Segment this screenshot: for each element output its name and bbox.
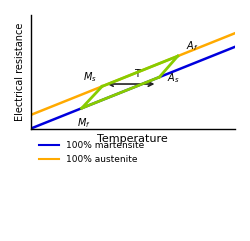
X-axis label: Temperature: Temperature <box>98 134 168 144</box>
Y-axis label: Electrical resistance: Electrical resistance <box>15 23 25 121</box>
Text: $M_s$: $M_s$ <box>83 70 97 84</box>
Text: T: T <box>134 69 140 80</box>
Text: $A_f$: $A_f$ <box>186 39 198 53</box>
Text: $A_s$: $A_s$ <box>168 71 180 85</box>
Legend: 100% martensite, 100% austenite: 100% martensite, 100% austenite <box>35 138 148 167</box>
Text: $M_f$: $M_f$ <box>77 116 90 130</box>
